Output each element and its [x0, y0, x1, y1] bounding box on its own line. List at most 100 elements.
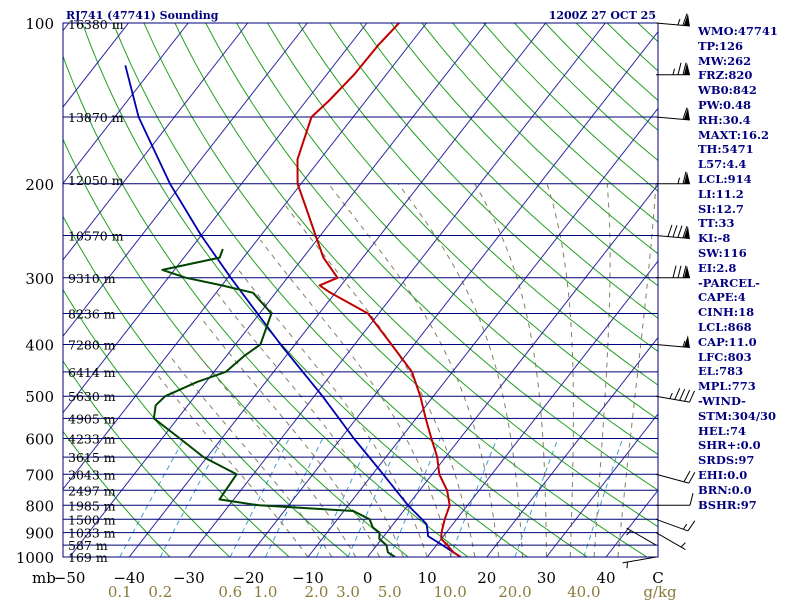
plot-background: [63, 23, 658, 557]
index-item: SRDS:97: [698, 453, 755, 468]
barb-full: [679, 388, 686, 401]
isotherm: [426, 260, 658, 557]
barb-full: [677, 225, 683, 238]
barb-shaft: [626, 527, 657, 546]
barb-full: [689, 493, 694, 506]
barb-pennant: [684, 171, 690, 184]
index-item: KI:-8: [698, 231, 731, 246]
barb-full: [682, 13, 688, 26]
index-item: CAPE:4: [698, 290, 746, 305]
right-axis-label: C: [652, 569, 663, 587]
index-item: STM:304/30: [698, 408, 777, 423]
moist-adiabat: [199, 316, 380, 557]
barb-shaft: [622, 556, 657, 564]
barb-full: [688, 472, 696, 484]
index-item: WMO:47741: [698, 24, 778, 38]
barb-full: [672, 225, 678, 238]
barb-full: [682, 62, 687, 75]
index-item: CAP:11.0: [698, 334, 757, 349]
pressure-label: 600: [25, 431, 54, 449]
height-label: 169 m: [68, 550, 108, 565]
dewpoint-trace: [152, 248, 396, 557]
barb-full: [683, 470, 691, 483]
mixing-ratio-label: 0.1: [108, 583, 132, 600]
index-item: BRN:0.0: [698, 482, 752, 497]
height-label: 3043 m: [68, 467, 116, 482]
barb-full: [684, 389, 691, 402]
height-label: 4905 m: [68, 411, 116, 426]
temperature-tick: 30: [537, 569, 556, 587]
barb-full: [672, 265, 677, 278]
height-label: 9310 m: [68, 271, 116, 286]
height-label: 1985 m: [68, 498, 116, 513]
pressure-label: 700: [25, 466, 54, 484]
pressure-label: 500: [25, 388, 54, 406]
index-item: WB0:842: [698, 83, 757, 98]
barb-half: [626, 530, 632, 536]
barb-full: [682, 225, 688, 239]
barb-half: [682, 340, 686, 348]
wind-barb: [655, 13, 690, 27]
isotherm: [128, 23, 547, 557]
height-label: 5630 m: [68, 389, 116, 404]
height-label: 10570 m: [68, 228, 124, 243]
height-label: 13870 m: [68, 110, 124, 125]
wind-barb: [655, 470, 696, 484]
index-item: TH:5471: [698, 142, 754, 157]
wind-barb: [656, 62, 690, 76]
index-item: FRZ:820: [698, 68, 753, 83]
index-item: SHR+:0.0: [698, 438, 761, 453]
isotherm: [63, 23, 427, 490]
mixing-ratio-label: 0.6: [218, 583, 242, 600]
isotherm: [248, 31, 658, 557]
moist-adiabat: [617, 183, 657, 557]
barb-shaft: [655, 518, 689, 532]
index-item: LCL:868: [698, 319, 752, 334]
barb-pennant: [683, 107, 690, 120]
isotherm: [69, 23, 487, 557]
isotherm: [63, 23, 189, 185]
wind-barb: [655, 107, 690, 121]
moist-adiabat: [397, 183, 524, 557]
temperature-tick: −40: [113, 569, 145, 587]
moist-adiabat: [474, 183, 547, 557]
barb-half: [672, 68, 675, 75]
index-item: TP:126: [698, 38, 744, 53]
moist-adiabat: [285, 205, 476, 557]
height-label: 7280 m: [68, 338, 116, 353]
isotherm: [63, 23, 368, 414]
wind-barb: [656, 171, 690, 185]
height-label: 8236 m: [68, 307, 116, 322]
temperature-tick: 20: [477, 569, 496, 587]
mixing-ratio-label: 20.0: [498, 583, 531, 600]
barb-half: [682, 523, 688, 530]
barb-pennant: [683, 335, 690, 348]
plot-frame: [62, 22, 659, 558]
temperature-tick: −20: [233, 569, 265, 587]
barb-full: [682, 265, 687, 278]
barb-shaft: [655, 395, 690, 403]
mixing-ratio-label: 40.0: [567, 583, 600, 600]
wind-barb-layer: [622, 13, 696, 569]
barb-full: [677, 62, 682, 75]
index-item: -PARCEL-: [698, 275, 760, 290]
barb-full: [677, 265, 682, 278]
pressure-label: 800: [25, 497, 54, 515]
barb-pennant: [683, 226, 690, 239]
mixing-ratio-label: 3.0: [336, 583, 360, 600]
index-item: HEL:74: [698, 423, 746, 438]
mixing-ratio-label: 0.2: [148, 583, 172, 600]
moist-adiabat: [593, 183, 611, 557]
barb-pennant: [684, 265, 690, 278]
series-layer: [124, 23, 462, 557]
barb-full: [674, 388, 681, 400]
barb-full: [689, 390, 695, 403]
stability-indices-panel: WMO:47741 TP:126 MW:262 FRZ:820 WB0:842 PW:0.…: [698, 24, 778, 512]
wind-barb: [655, 518, 696, 532]
barb-full: [682, 171, 687, 184]
index-item: RH:30.4: [698, 112, 751, 127]
isotherm: [546, 413, 658, 557]
index-item: TT:33: [698, 216, 735, 231]
grid-layer: [63, 23, 658, 557]
